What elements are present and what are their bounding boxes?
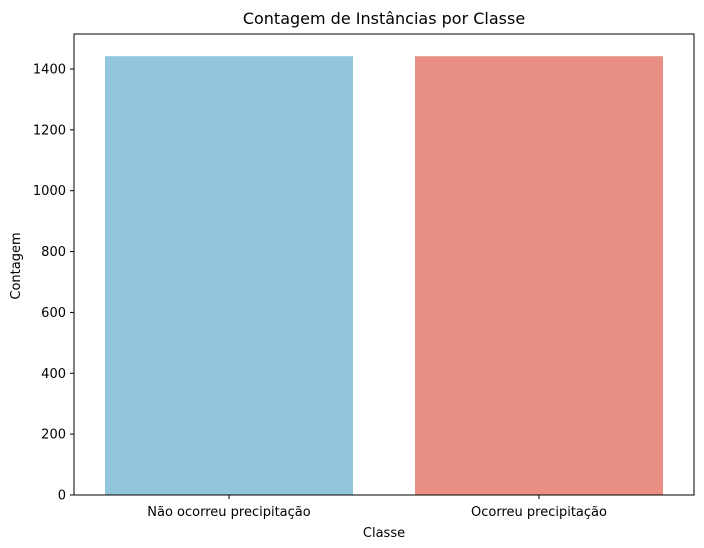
y-tick-label: 200 [41,428,66,443]
y-tick-label: 600 [41,306,66,321]
y-tick-label: 1200 [33,123,66,138]
x-tick-label: Não ocorreu precipitação [147,505,310,520]
y-axis-ticks: 0 200 400 600 800 1000 1200 1400 [33,62,74,504]
bar-1 [415,56,663,496]
y-tick-label: 0 [58,489,66,504]
y-tick-label: 400 [41,367,66,382]
x-tick-label: Ocorreu precipitação [471,505,607,520]
y-axis-label: Contagem [9,232,24,299]
x-axis-label: Classe [363,526,405,541]
y-tick-label: 1000 [33,184,66,199]
y-tick-label: 800 [41,245,66,260]
plot-frame [73,33,695,496]
bar-0 [105,56,353,496]
y-tick-label: 1400 [33,62,66,77]
x-axis-ticks: Não ocorreu precipitação Ocorreu precipit… [147,495,607,520]
bars-group [105,56,663,496]
chart-title: Contagem de Instâncias por Classe [243,9,525,28]
